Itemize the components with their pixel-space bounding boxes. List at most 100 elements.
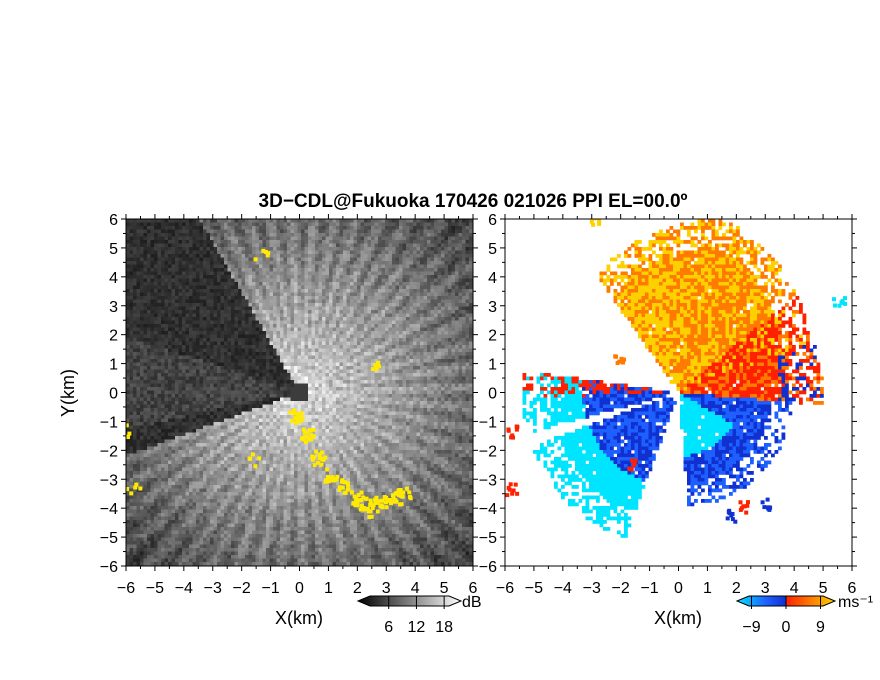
snr-cell	[133, 439, 137, 444]
snr-cell	[161, 394, 165, 398]
snr-cell	[196, 271, 200, 276]
snr-cell	[255, 222, 260, 227]
snr-cell	[259, 240, 263, 244]
snr-cell	[266, 334, 270, 339]
snr-cell	[136, 464, 141, 468]
snr-cell	[136, 352, 141, 356]
snr-cell	[283, 383, 288, 388]
snr-cell	[136, 411, 141, 416]
snr-cell	[140, 313, 144, 318]
snr-cell	[290, 219, 295, 223]
snr-cell	[203, 562, 207, 566]
snr-cell	[273, 271, 277, 276]
snr-cell	[245, 373, 249, 377]
snr-cell	[143, 383, 148, 388]
snr-cell	[297, 534, 302, 538]
snr-cell	[231, 488, 235, 493]
snr-cell	[301, 243, 305, 248]
snr-cell	[217, 275, 221, 279]
snr-cell	[294, 233, 298, 237]
snr-cell	[290, 551, 295, 556]
snr-cell	[136, 257, 141, 262]
snr-cell	[262, 219, 267, 223]
snr-cell	[255, 268, 260, 272]
snr-cell	[273, 373, 277, 377]
snr-cell	[140, 376, 144, 381]
snr-cell	[248, 282, 253, 286]
snr-cell	[238, 247, 242, 251]
snr-cell	[150, 516, 155, 521]
snr-cell	[185, 366, 190, 370]
snr-cell	[175, 460, 179, 465]
snr-cell	[203, 520, 207, 524]
snr-cell	[189, 303, 193, 307]
snr-cell	[238, 278, 242, 283]
snr-cell	[168, 334, 172, 339]
snr-cell	[259, 257, 263, 262]
snr-cell	[164, 324, 169, 328]
snr-cell	[241, 387, 246, 391]
snr-cell	[297, 548, 302, 552]
snr-cell	[273, 338, 277, 342]
snr-cell	[238, 548, 242, 552]
snr-cell	[175, 352, 179, 356]
snr-cell	[255, 495, 260, 500]
snr-cell	[255, 383, 260, 388]
snr-cell	[255, 492, 260, 496]
snr-cell	[266, 390, 270, 395]
snr-cell	[294, 334, 298, 339]
snr-cell	[189, 467, 193, 472]
snr-cell	[136, 471, 141, 475]
snr-cell	[276, 296, 281, 300]
snr-cell	[210, 425, 214, 430]
snr-cell	[206, 257, 211, 262]
snr-cell	[280, 537, 284, 542]
snr-cell	[189, 443, 193, 447]
snr-cell	[178, 481, 183, 486]
snr-cell	[266, 324, 270, 328]
snr-cell	[248, 432, 253, 437]
snr-cell	[185, 243, 190, 248]
snr-cell	[168, 534, 172, 538]
snr-cell	[164, 520, 169, 524]
snr-cell	[217, 313, 221, 318]
snr-cell	[189, 499, 193, 503]
snr-cell	[262, 495, 267, 500]
snr-cell	[217, 418, 221, 423]
snr-cell	[301, 275, 305, 279]
snr-cell	[171, 222, 176, 227]
snr-cell	[231, 289, 235, 293]
snr-cell	[203, 530, 207, 535]
snr-cell	[245, 558, 249, 563]
snr-cell	[164, 502, 169, 507]
snr-cell	[262, 425, 267, 430]
snr-cell	[147, 492, 151, 496]
snr-cell	[238, 271, 242, 276]
snr-cell	[234, 506, 239, 510]
snr-cell	[154, 408, 158, 412]
snr-cell	[220, 359, 225, 363]
snr-cell	[231, 457, 235, 461]
snr-cell	[283, 481, 288, 486]
snr-cell	[273, 275, 277, 279]
snr-cell	[297, 373, 302, 377]
snr-cell	[262, 460, 267, 465]
snr-cell	[252, 292, 256, 297]
snr-cell	[136, 541, 141, 545]
snr-cell	[273, 418, 277, 423]
snr-cell	[129, 264, 134, 269]
snr-cell	[266, 478, 270, 482]
snr-cell	[241, 243, 246, 248]
snr-cell	[210, 278, 214, 283]
snr-cell	[150, 544, 155, 549]
snr-cell	[273, 492, 277, 496]
snr-cell	[294, 352, 298, 356]
snr-cell	[241, 352, 246, 356]
snr-cell	[182, 303, 186, 307]
snr-cell	[231, 348, 235, 353]
snr-cell	[129, 299, 134, 304]
snr-cell	[231, 408, 235, 412]
snr-cell	[273, 303, 277, 307]
snr-cell	[210, 453, 214, 458]
snr-cell	[259, 551, 263, 556]
